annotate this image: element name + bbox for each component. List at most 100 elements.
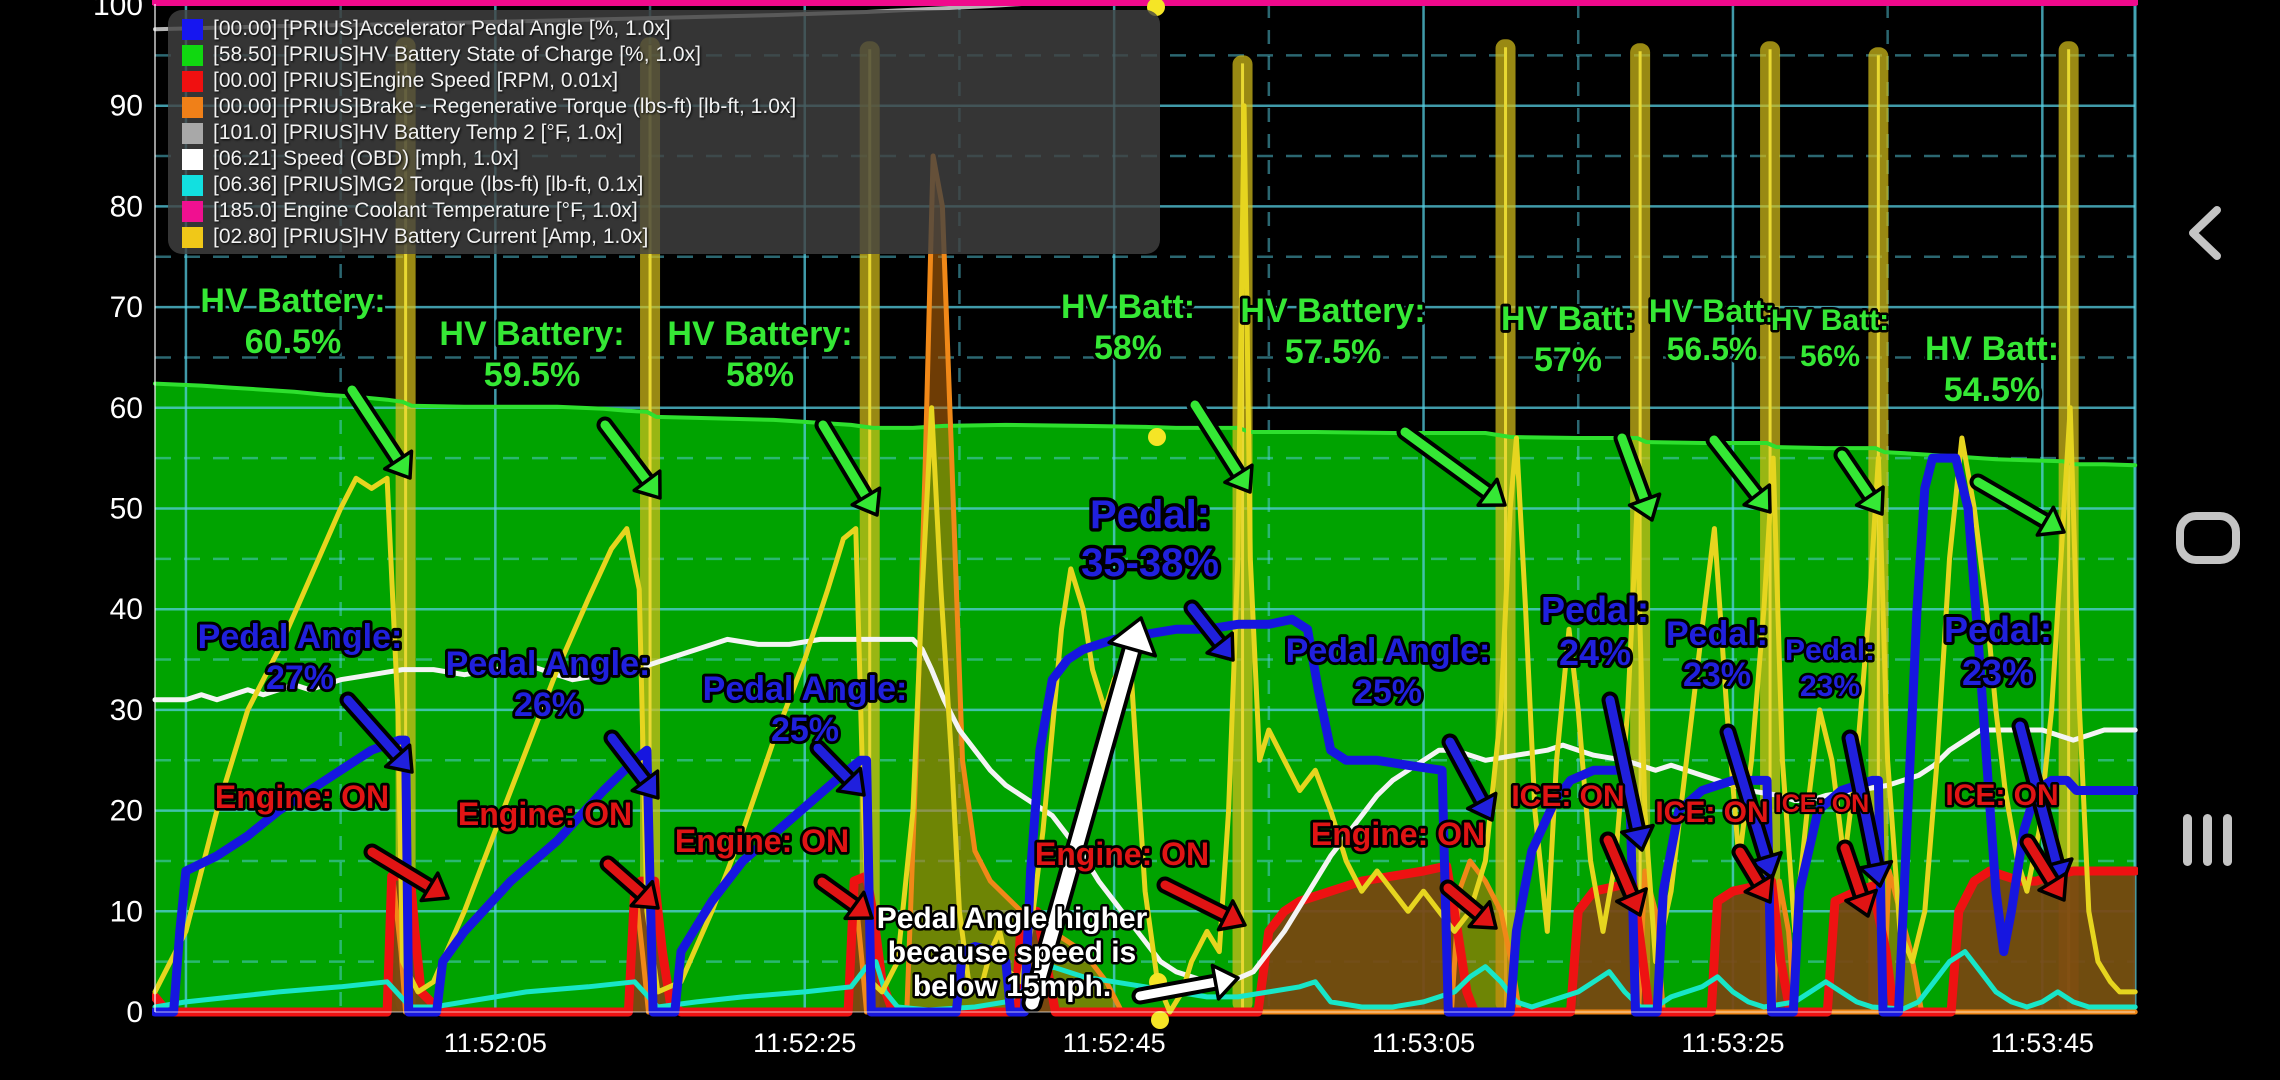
chart-annotation: Pedal Angle: 27% xyxy=(198,618,403,697)
legend-label: [06.21] Speed (OBD) [mph, 1.0x] xyxy=(213,147,519,170)
y-axis-label: 20 xyxy=(110,795,143,828)
chart-annotation: HV Batt: 56.5% xyxy=(1649,293,1775,367)
y-axis-label: 60 xyxy=(110,392,143,425)
legend-label: [58.50] [PRIUS]HV Battery State of Charg… xyxy=(213,43,701,66)
legend-item: [185.0] Engine Coolant Temperature [°F, … xyxy=(182,198,1160,224)
annotation-arrow xyxy=(1719,723,1783,880)
chart-annotation: ICE: ON xyxy=(1511,780,1624,813)
legend-swatch xyxy=(182,44,203,66)
annotation-arrow xyxy=(1439,879,1498,930)
legend-label: [06.36] [PRIUS]MG2 Torque (lbs-ft) [lb-f… xyxy=(213,173,644,196)
x-axis-label: 11:52:25 xyxy=(753,1028,856,1058)
annotation-arrow xyxy=(1601,691,1655,852)
chart-annotation: Engine: ON xyxy=(1311,816,1485,852)
chart-legend[interactable]: [00.00] [PRIUS]Accelerator Pedal Angle [… xyxy=(168,10,1160,254)
axis-labels: 0 10 20 30 40 50 60 70 80 90 100 11:52:05 11:52:25 11… xyxy=(93,0,2135,1058)
home-icon xyxy=(2175,512,2240,564)
home-button[interactable] xyxy=(2172,508,2244,573)
legend-swatch xyxy=(182,70,203,92)
y-axis-label: 0 xyxy=(126,996,143,1029)
legend-swatch xyxy=(182,200,203,222)
legend-swatch xyxy=(182,226,203,248)
chart-annotation: Engine: ON xyxy=(675,823,849,859)
chart-annotation: Pedal: 35-38% xyxy=(1081,493,1219,585)
series-mg2-torque xyxy=(152,949,2138,1013)
touch-marker-dot xyxy=(1151,1011,1169,1029)
annotation-arrow xyxy=(603,729,660,800)
android-nav-bar xyxy=(2135,0,2280,1080)
legend-item: [00.00] [PRIUS]Accelerator Pedal Angle [… xyxy=(182,16,1160,42)
y-axis-label: 70 xyxy=(110,291,143,324)
chart-annotation: HV Batt: 54.5% xyxy=(1925,330,2059,409)
back-icon xyxy=(2188,206,2221,260)
y-axis-label: 80 xyxy=(110,190,143,223)
legend-item: [00.00] [PRIUS]Brake - Regenerative Torq… xyxy=(182,94,1160,120)
y-axis-label: 10 xyxy=(110,895,143,928)
annotation-arrow xyxy=(599,855,660,910)
annotation-arrow xyxy=(1186,396,1254,494)
chart-annotation: HV Batt: 57% xyxy=(1501,300,1635,379)
recents-icon xyxy=(2182,814,2232,866)
chart-annotation: Engine: ON xyxy=(458,796,632,832)
chart-annotation: HV Battery: 60.5% xyxy=(200,282,385,361)
annotation-arrow xyxy=(1613,429,1662,522)
annotation-arrow xyxy=(1131,963,1240,1005)
annotation-arrow xyxy=(814,416,882,517)
legend-label: [00.00] [PRIUS]Brake - Regenerative Torq… xyxy=(213,95,797,118)
annotation-arrow xyxy=(339,691,414,774)
chart-annotation: Engine: ON xyxy=(215,779,389,815)
y-axis-label: 50 xyxy=(110,493,143,526)
annotation-arrow xyxy=(596,416,662,500)
series-pedal-angle xyxy=(152,453,2138,1017)
annotation-arrow xyxy=(2019,833,2068,902)
annotation-arrow xyxy=(1731,843,1775,904)
x-axis-label: 11:52:05 xyxy=(444,1028,547,1058)
annotation-arrow xyxy=(813,873,874,921)
x-axis-label: 11:52:45 xyxy=(1063,1028,1166,1058)
legend-label: [02.80] [PRIUS]HV Battery Current [Amp, … xyxy=(213,225,649,248)
chart-annotation: HV Batt: 58% xyxy=(1061,288,1195,367)
series-hv-battery-soc xyxy=(153,381,2138,468)
annotation-arrow xyxy=(1156,876,1247,932)
chart-annotation: Pedal: 24% xyxy=(1541,589,1649,673)
chart-annotation: ICE: ON xyxy=(1775,790,1869,818)
back-button[interactable] xyxy=(2175,200,2241,271)
legend-item: [58.50] [PRIUS]HV Battery State of Charg… xyxy=(182,42,1160,68)
legend-swatch xyxy=(182,18,203,40)
recents-button[interactable] xyxy=(2175,808,2241,877)
legend-item: [00.00] [PRIUS]Engine Speed [RPM, 0.01x] xyxy=(182,68,1160,94)
chart-annotation: Pedal: 23% xyxy=(1944,609,2052,693)
legend-label: [185.0] Engine Coolant Temperature [°F, … xyxy=(213,199,638,222)
legend-label: [00.00] [PRIUS]Accelerator Pedal Angle [… xyxy=(213,17,671,40)
series-engine-speed xyxy=(152,861,2138,1017)
y-axis-label: 40 xyxy=(110,593,143,626)
chart-annotation: ICE: ON xyxy=(1655,796,1768,829)
chart-annotation: Pedal: 23% xyxy=(1785,634,1875,703)
x-axis-label: 11:53:25 xyxy=(1681,1028,1784,1058)
legend-label: [00.00] [PRIUS]Engine Speed [RPM, 0.01x] xyxy=(213,69,619,92)
x-axis-label: 11:53:05 xyxy=(1372,1028,1475,1058)
annotation-arrow xyxy=(1441,733,1498,822)
annotation-arrow xyxy=(363,843,450,903)
series-regen-torque xyxy=(152,153,2138,1015)
chart-annotation: HV Batt: 56% xyxy=(1771,304,1889,373)
annotation-arrow xyxy=(1969,473,2066,537)
chart-annotation: HV Battery: 59.5% xyxy=(439,315,624,394)
annotation-arrow xyxy=(1841,729,1894,888)
chart-annotation: Pedal Angle: 26% xyxy=(446,645,651,724)
chart-annotation: ICE: ON xyxy=(1945,779,2058,812)
legend-item: [02.80] [PRIUS]HV Battery Current [Amp, … xyxy=(182,224,1160,250)
touch-marker-dot xyxy=(1148,428,1166,446)
chart-annotation: Pedal Angle: 25% xyxy=(1286,632,1491,711)
legend-swatch xyxy=(182,96,203,118)
legend-label: [101.0] [PRIUS]HV Battery Temp 2 [°F, 1.… xyxy=(213,121,623,144)
chart-annotation: HV Battery: 58% xyxy=(667,315,852,394)
legend-swatch xyxy=(182,148,203,170)
chart-annotation: HV Battery: 57.5% xyxy=(1240,292,1425,371)
y-axis-label: 100 xyxy=(93,0,143,22)
chart-annotation: Pedal Angle: 25% xyxy=(703,670,908,749)
annotation-arrow xyxy=(1021,616,1158,1014)
annotation-arrow xyxy=(1836,839,1878,918)
legend-swatch xyxy=(182,122,203,144)
